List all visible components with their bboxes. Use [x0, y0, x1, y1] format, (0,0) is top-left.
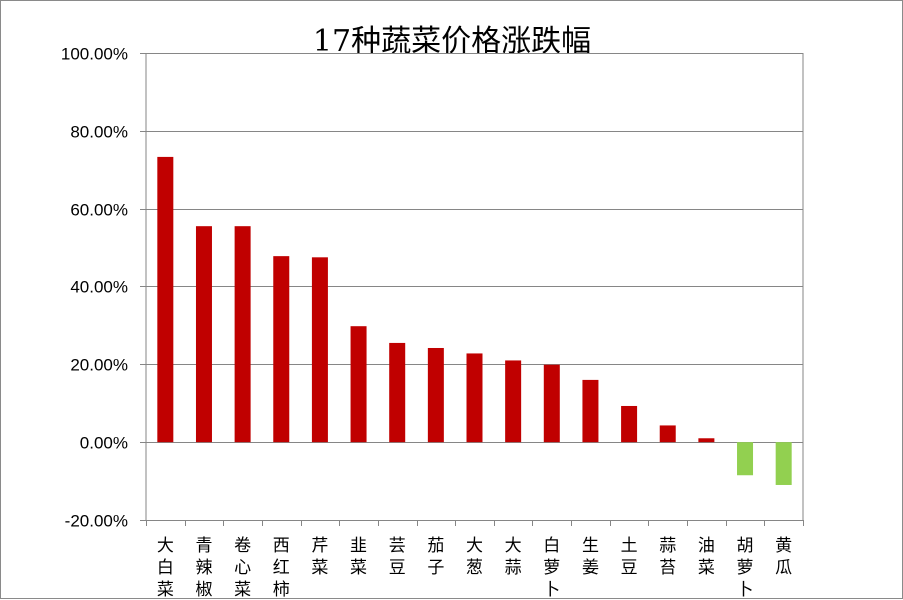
- x-category-label: 大蒜: [505, 536, 522, 578]
- x-category-label: 茄子: [427, 536, 444, 578]
- y-tick-label: 40.00%: [70, 278, 128, 297]
- y-tick-label: 80.00%: [70, 123, 128, 142]
- bar-4: [273, 256, 290, 443]
- x-category-label: 油菜: [698, 536, 715, 578]
- bar-10: [505, 360, 522, 443]
- y-tick-label: -20.00%: [65, 512, 128, 531]
- bars: [157, 156, 792, 485]
- x-category-label: 黄瓜: [775, 536, 792, 578]
- bar-11: [543, 364, 560, 443]
- bar-3: [234, 226, 251, 443]
- x-category-label: 芸豆: [389, 536, 406, 578]
- x-category-label: 青辣椒: [195, 536, 212, 600]
- bar-16: [737, 442, 754, 476]
- bar-17: [775, 442, 792, 485]
- x-category-label: 卷心菜: [234, 536, 251, 600]
- bar-1: [157, 156, 174, 443]
- y-tick-label: 100.00%: [61, 45, 128, 64]
- x-category-label: 芹菜: [311, 536, 328, 578]
- y-tick-label: 20.00%: [70, 356, 128, 375]
- x-category-label: 韭菜: [350, 536, 367, 578]
- x-category-label: 大白菜: [157, 536, 174, 600]
- bar-15: [698, 438, 715, 443]
- y-axis-tick-labels: 100.00% 80.00% 60.00% 40.00% 20.00% 0.00% -20.…: [61, 45, 128, 531]
- bar-2: [195, 226, 212, 443]
- x-category-label: 土豆: [621, 536, 638, 578]
- axes: [145, 53, 804, 526]
- x-category-label: 蒜苔: [659, 536, 676, 578]
- bar-6: [350, 326, 367, 443]
- x-category-label: 白萝卜: [543, 536, 560, 600]
- x-category-label: 胡萝卜: [737, 536, 754, 600]
- x-category-label: 大葱: [466, 536, 483, 578]
- bar-5: [311, 257, 328, 443]
- y-tick-label: 60.00%: [70, 201, 128, 220]
- bar-7: [389, 342, 406, 443]
- x-category-label: 西红柿: [273, 536, 290, 600]
- bar-14: [659, 425, 676, 443]
- bar-12: [582, 379, 599, 443]
- bar-8: [427, 347, 444, 443]
- bar-13: [621, 405, 638, 443]
- bar-9: [466, 353, 483, 443]
- x-category-label: 生姜: [582, 536, 599, 578]
- y-tick-label: 0.00%: [80, 434, 128, 453]
